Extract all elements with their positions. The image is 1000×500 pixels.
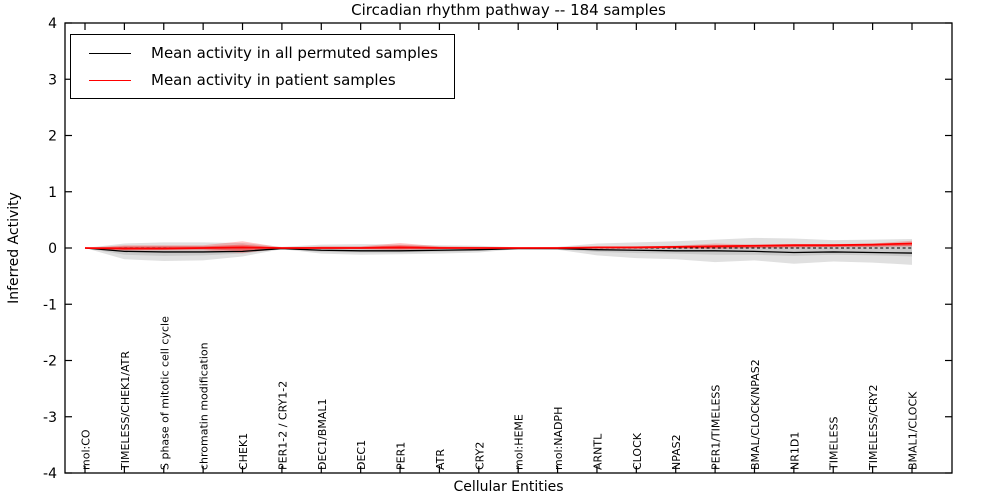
x-tick-label: CHEK1 bbox=[237, 433, 250, 470]
x-tick-label: S phase of mitotic cell cycle bbox=[158, 316, 171, 470]
x-tick-label: TIMELESS/CRY2 bbox=[867, 385, 880, 472]
x-tick-label: mol:CO bbox=[80, 429, 93, 470]
x-tick-label: NPAS2 bbox=[670, 434, 683, 470]
x-tick-label: ARNTL bbox=[591, 433, 604, 470]
legend-line-swatch-red bbox=[89, 79, 131, 81]
x-tick-label: CRY2 bbox=[473, 442, 486, 470]
x-tick-label: TIMELESS bbox=[828, 417, 841, 471]
x-tick-label: DEC1 bbox=[355, 440, 368, 470]
y-tick-label: 3 bbox=[48, 72, 57, 88]
x-tick-label: PER1-2 / CRY1-2 bbox=[276, 381, 289, 470]
legend-label: Mean activity in all permuted samples bbox=[151, 44, 438, 62]
x-tick-label: BMAL/CLOCK/NPAS2 bbox=[749, 359, 762, 470]
y-tick-label: -2 bbox=[43, 354, 57, 370]
x-tick-label: ATR bbox=[434, 449, 447, 470]
y-tick-label: -3 bbox=[43, 410, 57, 426]
y-tick-label: 4 bbox=[48, 16, 57, 32]
y-axis-label: Inferred Activity bbox=[6, 192, 22, 304]
x-tick-label: CLOCK bbox=[631, 432, 644, 470]
patient-mean-line bbox=[84, 242, 913, 250]
x-tick-label: mol:NADPH bbox=[552, 407, 565, 470]
x-tick-label: NR1D1 bbox=[788, 432, 801, 470]
y-tick-label: -1 bbox=[43, 297, 57, 313]
x-tick-label: chromatin modification bbox=[198, 342, 211, 470]
legend-label: Mean activity in patient samples bbox=[151, 71, 396, 89]
legend-line-swatch-black bbox=[89, 52, 131, 54]
x-tick-label: PER1/TIMELESS bbox=[710, 385, 723, 470]
y-tick-label: 0 bbox=[48, 241, 57, 257]
legend-entry-permuted: Mean activity in all permuted samples bbox=[83, 44, 438, 62]
legend: Mean activity in all permuted samples Me… bbox=[70, 34, 455, 99]
x-tick-label: BMAL1/CLOCK bbox=[907, 391, 920, 470]
legend-entry-patient: Mean activity in patient samples bbox=[83, 71, 438, 89]
x-tick-label: DEC1/BMAL1 bbox=[316, 399, 329, 471]
x-tick-label: TIMELESS/CHEK1/ATR bbox=[119, 351, 132, 471]
permuted-mean-line bbox=[84, 247, 913, 254]
gray-band bbox=[85, 237, 912, 265]
x-axis-label: Cellular Entities bbox=[453, 479, 564, 495]
y-tick-label: -4 bbox=[43, 466, 57, 482]
chart-title: Circadian rhythm pathway -- 184 samples bbox=[351, 1, 666, 19]
x-tick-label: mol:HEME bbox=[513, 414, 526, 470]
y-tick-label: 2 bbox=[48, 129, 57, 145]
x-tick-label: PER1 bbox=[395, 442, 408, 470]
y-tick-label: 1 bbox=[48, 185, 57, 201]
